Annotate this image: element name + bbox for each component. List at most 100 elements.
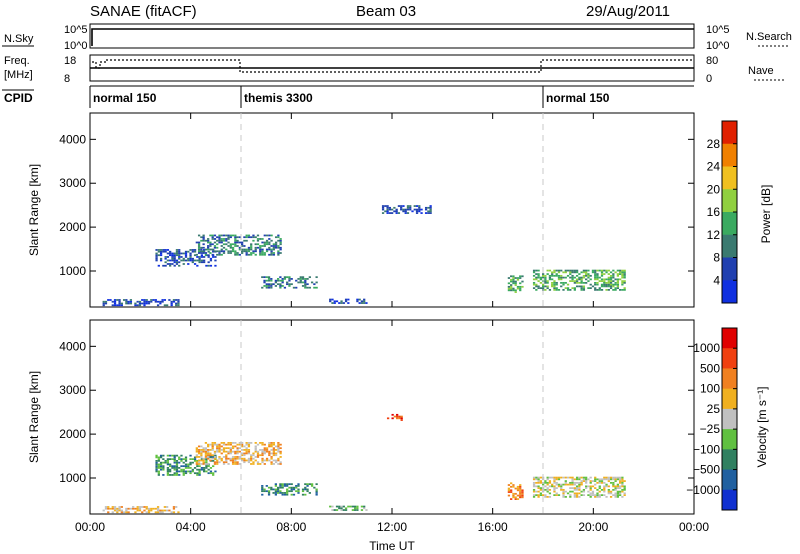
data-cell — [605, 283, 608, 286]
data-cell — [261, 442, 264, 444]
data-cell — [261, 452, 264, 455]
data-cell — [569, 494, 572, 497]
data-cell — [254, 449, 257, 451]
data-cell — [429, 206, 432, 209]
data-cell — [616, 496, 620, 498]
data-cell — [560, 276, 563, 279]
data-cell — [222, 450, 226, 453]
data-cell — [234, 239, 237, 242]
data-cell — [612, 488, 615, 491]
data-cell — [196, 472, 199, 475]
data-cell — [546, 285, 549, 288]
data-cell — [566, 274, 570, 277]
data-cell — [535, 485, 538, 488]
data-cell — [560, 281, 563, 284]
data-cell — [532, 287, 536, 290]
data-cell — [136, 509, 139, 512]
data-cell — [222, 463, 226, 465]
data-cell — [612, 478, 615, 481]
data-cell — [202, 447, 205, 450]
data-cell — [147, 300, 151, 303]
data-cell — [587, 269, 590, 272]
data-cell — [259, 449, 262, 451]
data-cell — [519, 492, 522, 495]
data-cell — [594, 273, 597, 275]
data-cell — [247, 452, 251, 455]
data-cell — [612, 481, 615, 484]
data-cell — [259, 245, 262, 247]
data-cell — [274, 490, 277, 493]
data-cell — [555, 483, 558, 486]
data-cell — [589, 283, 592, 286]
data-cell — [204, 452, 208, 455]
data-cell — [537, 494, 540, 497]
data-cell — [245, 252, 248, 254]
data-cell — [197, 246, 201, 249]
data-cell — [564, 476, 567, 479]
data-cell — [197, 445, 201, 448]
data-cell — [169, 259, 172, 262]
data-cell — [553, 480, 556, 482]
data-cell — [519, 484, 522, 486]
data-cell — [541, 274, 545, 277]
data-cell — [265, 239, 269, 242]
data-cell — [279, 246, 282, 249]
data-cell — [234, 459, 237, 462]
data-cell — [178, 474, 181, 476]
data-cell — [596, 273, 599, 275]
data-cell — [209, 257, 213, 260]
data-cell — [256, 443, 260, 446]
data-cell — [182, 263, 185, 265]
data-cell — [127, 507, 130, 510]
data-cell — [120, 511, 123, 514]
data-cell — [612, 483, 615, 486]
data-cell — [605, 496, 608, 498]
data-cell — [623, 494, 626, 497]
data-cell — [261, 248, 264, 251]
data-cell — [236, 449, 239, 451]
data-cell — [616, 478, 620, 481]
data-cell — [207, 468, 210, 471]
data-cell — [600, 289, 604, 291]
data-cell — [329, 300, 332, 303]
data-cell — [623, 273, 626, 275]
data-cell — [220, 241, 223, 244]
data-cell — [514, 284, 517, 286]
data-cell — [510, 285, 513, 288]
data-cell — [281, 281, 284, 284]
data-cell — [548, 476, 552, 479]
data-cell — [580, 490, 583, 493]
data-cell — [196, 259, 199, 262]
data-cell — [619, 492, 622, 495]
data-cell — [195, 454, 198, 457]
data-cell — [539, 278, 542, 281]
data-cell — [216, 463, 219, 465]
data-cell — [214, 470, 217, 473]
data-cell — [216, 459, 219, 462]
data-cell — [254, 253, 257, 256]
data-cell — [594, 496, 597, 498]
cpid-mode-label: normal 150 — [93, 91, 157, 105]
data-cell — [360, 300, 364, 303]
data-cell — [306, 488, 309, 491]
data-cell — [268, 243, 271, 246]
data-cell — [619, 485, 622, 488]
data-cell — [207, 457, 210, 460]
data-cell — [609, 478, 613, 481]
data-cell — [227, 250, 230, 253]
data-cell — [193, 263, 197, 265]
data-cell — [553, 481, 556, 484]
data-cell — [104, 302, 108, 305]
data-cell — [288, 483, 291, 486]
data-cell — [182, 461, 185, 464]
data-cell — [395, 212, 398, 214]
data-cell — [569, 276, 572, 279]
data-cell — [202, 239, 205, 242]
data-cell — [220, 459, 223, 462]
data-cell — [125, 299, 128, 301]
data-cell — [236, 450, 239, 453]
data-cell — [279, 276, 282, 279]
data-cell — [204, 463, 208, 465]
data-cell — [283, 493, 287, 496]
data-cell — [393, 210, 396, 213]
